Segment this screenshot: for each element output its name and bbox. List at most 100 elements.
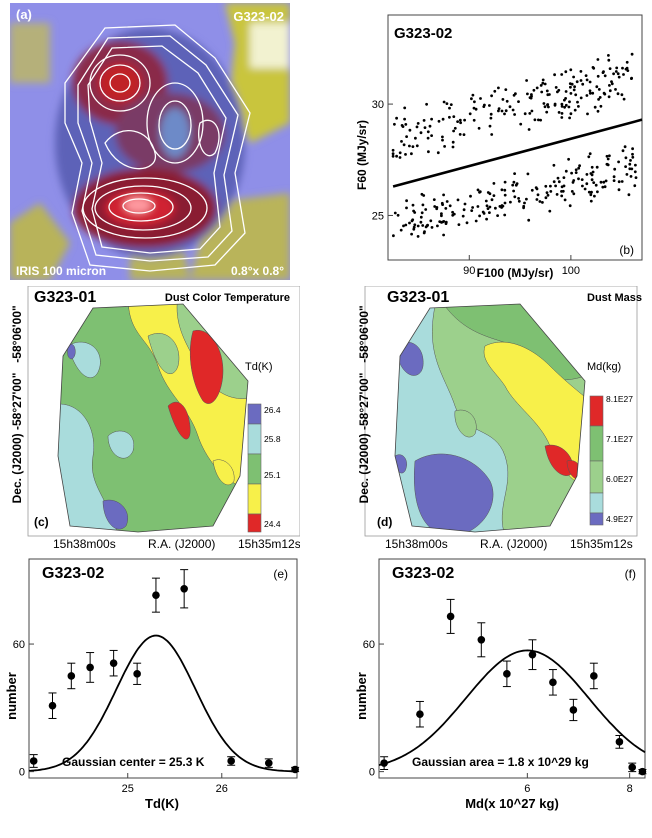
scatter-point	[539, 84, 543, 87]
y-tick-label: 0	[19, 767, 25, 779]
scatter-point	[625, 66, 629, 70]
scatter-point	[456, 120, 459, 123]
scatter-point	[483, 103, 486, 107]
scatter-point	[590, 178, 594, 182]
scatter-point	[560, 194, 564, 198]
scatter-point	[541, 201, 544, 204]
panel-d-label: (d)	[377, 515, 392, 529]
x-tick-label: 26	[216, 783, 228, 795]
scatter-point	[544, 196, 548, 200]
scatter-point	[616, 72, 620, 76]
gaussian-fit	[28, 634, 298, 773]
scatter-point	[617, 160, 620, 164]
scatter-point	[476, 188, 480, 192]
scatter-point	[492, 182, 496, 185]
scatter-point	[528, 112, 532, 115]
scatter-point	[396, 213, 400, 217]
chart-f-annotation: Gaussian area = 1.8 x 10^29 kg	[412, 755, 589, 769]
scatter-point	[517, 199, 521, 203]
scatter-point	[579, 96, 583, 100]
scatter-point	[504, 88, 508, 91]
scatter-point	[574, 93, 578, 97]
scatter-point	[588, 91, 592, 95]
scatter-point	[413, 223, 417, 227]
scatter-point	[552, 163, 556, 167]
scatter-point	[629, 175, 633, 178]
scatter-point	[398, 156, 402, 159]
scatter-point	[601, 185, 605, 189]
scatter-point	[513, 195, 517, 199]
scatter-point	[564, 90, 568, 93]
scatter-point	[573, 85, 576, 89]
mass-regions	[395, 304, 585, 532]
scatter-point	[556, 90, 559, 94]
scatter-point	[568, 116, 571, 120]
chart-b-title: G323-02	[394, 25, 452, 42]
scatter-point	[622, 73, 625, 76]
legend-label-2: 25.8	[264, 434, 281, 444]
scatter-point	[514, 92, 517, 96]
scatter-point	[579, 70, 583, 73]
scatter-point	[554, 184, 557, 188]
scatter-point	[441, 138, 444, 142]
scatter-point	[448, 106, 451, 110]
scatter-point	[508, 105, 512, 109]
scatter-point	[628, 167, 632, 171]
scatter-point	[400, 124, 404, 127]
scatter-point	[517, 197, 520, 200]
scatter-point	[441, 203, 444, 207]
data-point	[67, 672, 76, 680]
scatter-point	[436, 151, 440, 155]
scatter-point	[408, 144, 411, 148]
data-point	[549, 678, 557, 687]
data-point	[628, 763, 637, 772]
scatter-point	[403, 117, 406, 121]
scatter-point	[442, 220, 446, 223]
scatter-point	[526, 92, 529, 96]
scatter-point	[405, 135, 408, 138]
scatter-point	[456, 198, 460, 202]
scatter-point	[544, 184, 548, 188]
scatter-point	[574, 171, 578, 175]
scatter-point	[424, 208, 428, 211]
scatter-point	[459, 121, 462, 125]
scatter-point	[415, 144, 419, 148]
chart-b-panel-label: (b)	[619, 243, 634, 257]
scatter-point	[585, 182, 589, 186]
scatter-point	[621, 149, 625, 153]
scatter-point	[398, 151, 402, 155]
scatter-point	[560, 185, 564, 189]
scatter-point	[572, 88, 576, 92]
scatter-point	[587, 190, 591, 194]
scatter-point	[631, 147, 634, 151]
panel-d-ylabel: Dec. (J2000) -58°27'00"	[357, 373, 371, 504]
scatter-point	[608, 84, 611, 87]
scatter-point	[416, 224, 420, 228]
scatter-point	[605, 154, 609, 158]
scatter-point	[569, 92, 573, 95]
scatter-point	[514, 183, 518, 187]
scatter-point	[585, 173, 589, 176]
scatter-point	[624, 156, 628, 160]
scatter-point	[458, 118, 462, 122]
scatter-point	[607, 54, 610, 57]
scatter-point	[580, 178, 584, 182]
scatter-point	[596, 190, 599, 194]
scatter-point	[490, 133, 494, 136]
scatter-point	[400, 140, 403, 143]
scatter-point	[419, 131, 423, 135]
scatter-point	[538, 200, 542, 203]
scatter-point	[500, 206, 503, 209]
scatter-point	[553, 73, 556, 77]
scatter-point	[620, 180, 624, 183]
scatter-point	[589, 199, 593, 203]
scatter-point	[628, 162, 632, 166]
panel-c-title: Dust Color Temperature	[165, 292, 290, 304]
scatter-point	[541, 78, 545, 82]
scatter-point	[503, 201, 507, 205]
scatter-point	[391, 154, 395, 158]
scatter-point	[596, 58, 600, 61]
scatter-point	[513, 172, 516, 176]
scatter-point	[512, 189, 515, 193]
scatter-point	[422, 194, 426, 197]
